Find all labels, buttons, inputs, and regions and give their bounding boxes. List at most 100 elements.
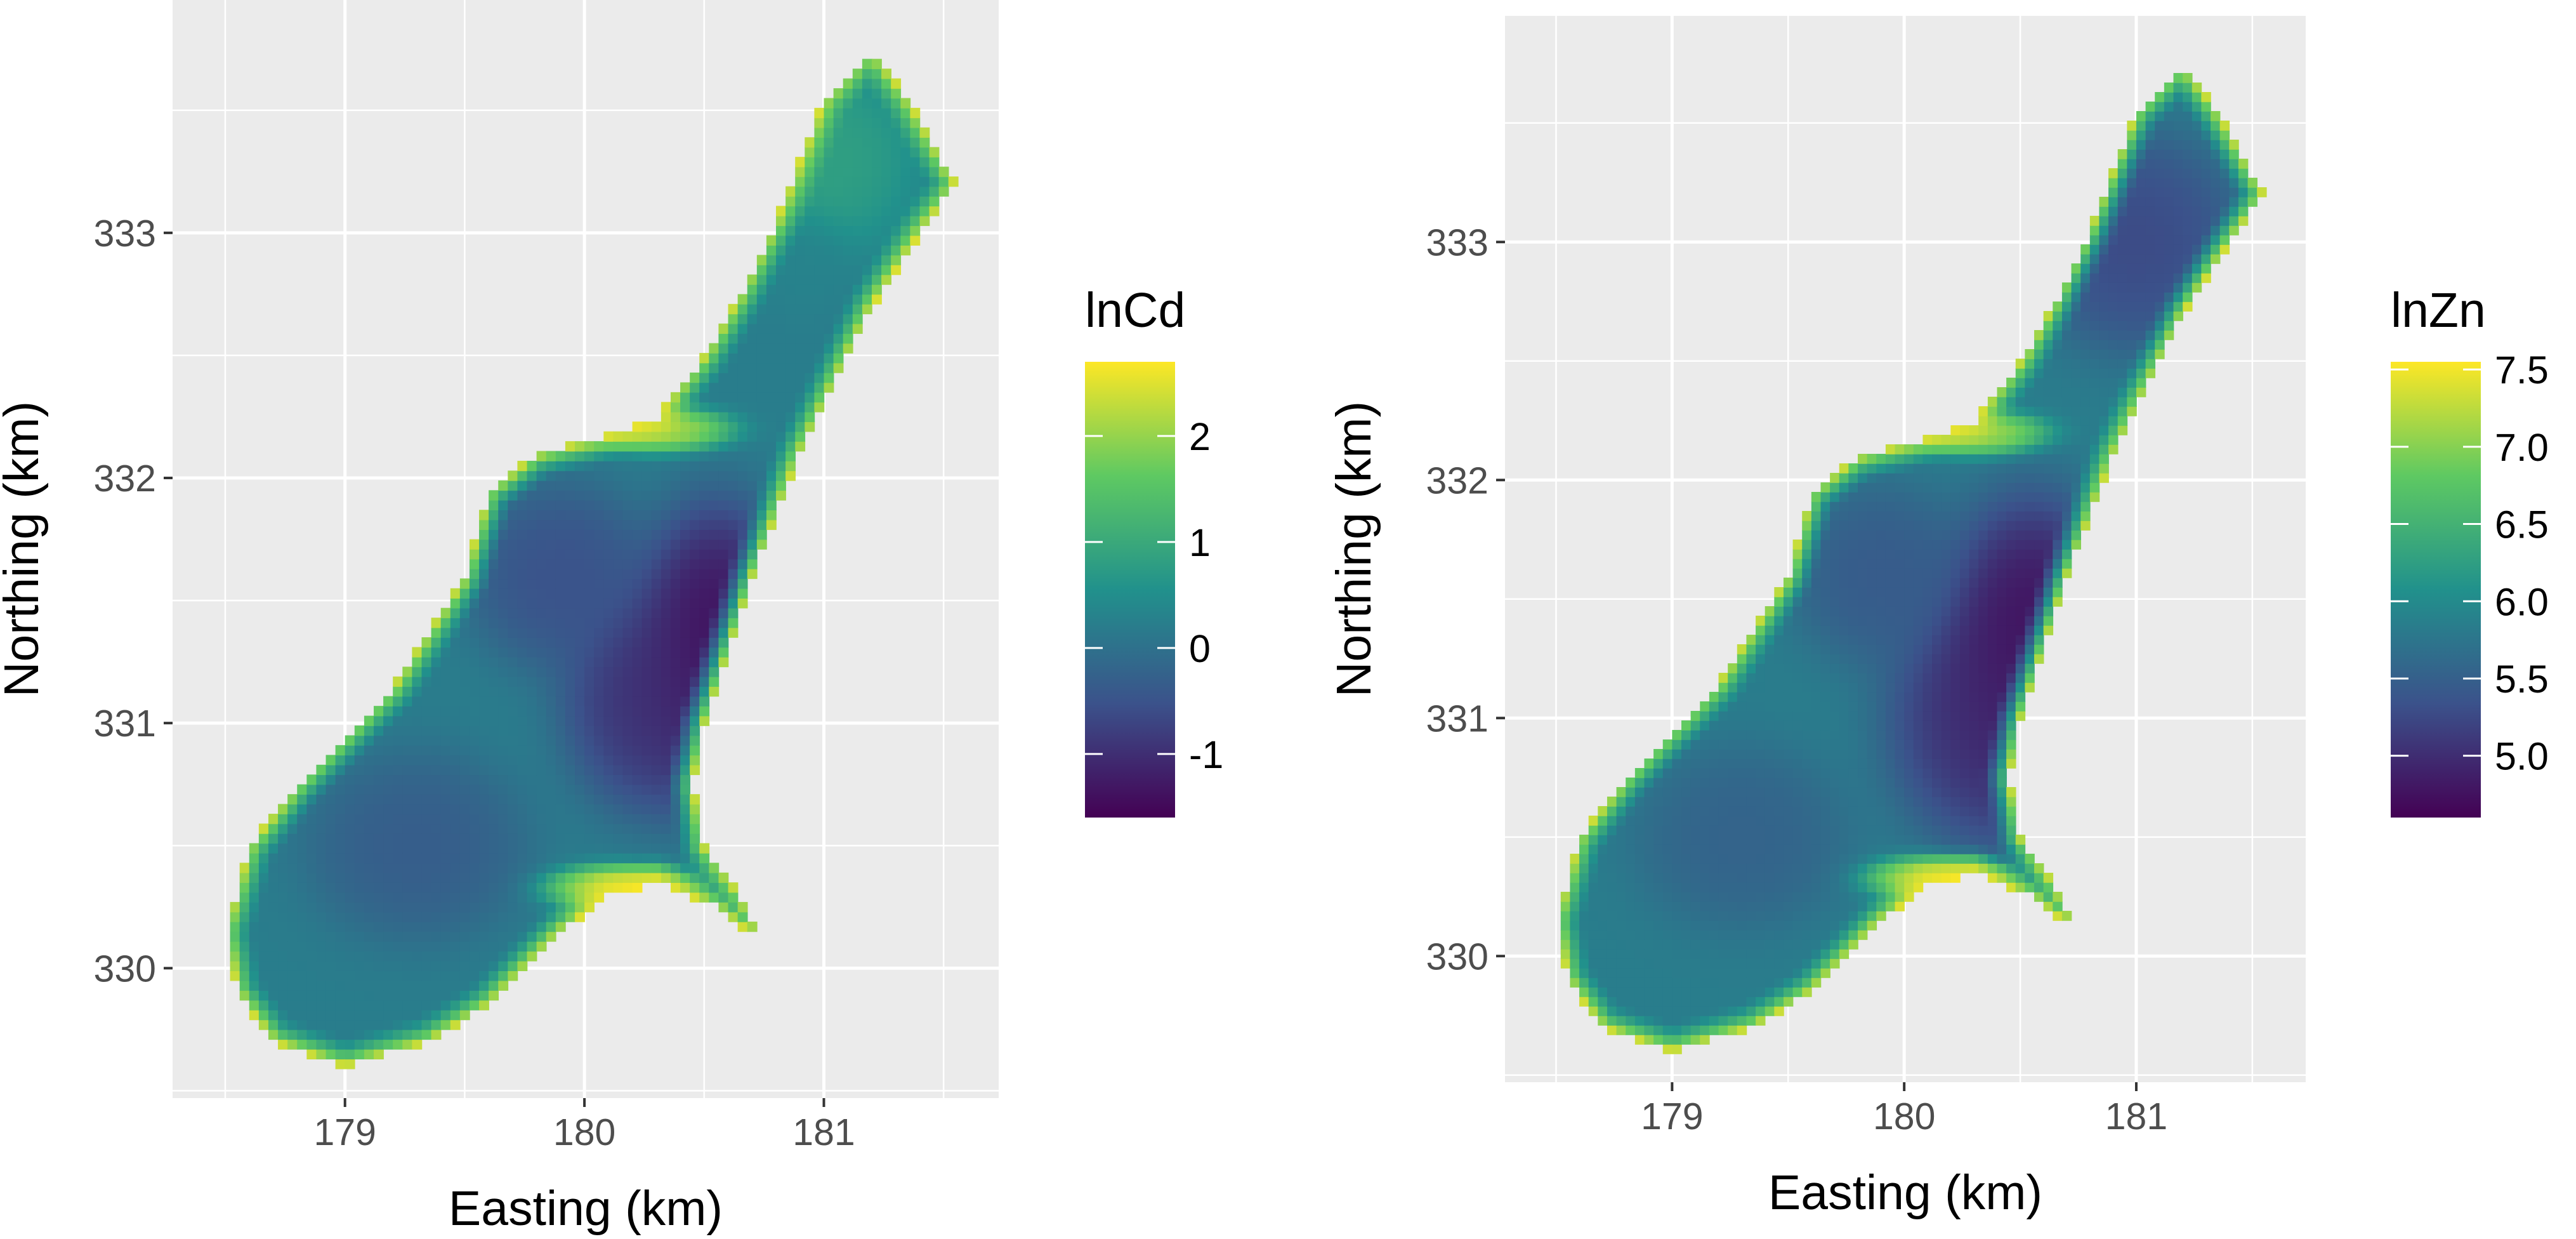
heat-cell — [843, 88, 853, 99]
heat-cell — [297, 863, 308, 873]
heat-cell — [1681, 997, 1692, 1007]
heat-cell — [1756, 892, 1766, 902]
heat-cell — [2025, 359, 2035, 369]
heat-cell — [1681, 778, 1692, 788]
heat-cell — [709, 676, 720, 687]
heat-cell — [1885, 806, 1896, 816]
heat-cell — [728, 303, 739, 315]
heat-cell — [1839, 949, 1850, 959]
heat-cell — [2071, 340, 2081, 350]
heat-cell — [450, 755, 461, 765]
heat-cell — [1848, 625, 1858, 635]
heat-cell — [1913, 854, 1924, 864]
heat-cell — [1774, 682, 1784, 692]
heat-cell — [1681, 930, 1692, 940]
heat-cell — [641, 431, 652, 442]
heat-cell — [1922, 654, 1933, 664]
heat-cell — [699, 559, 710, 569]
heat-cell — [1969, 578, 1980, 588]
heat-cell — [1959, 739, 1970, 750]
heat-cell — [1690, 920, 1701, 931]
heat-cell — [412, 921, 423, 932]
heat-cell — [1672, 977, 1682, 988]
heat-cell — [2053, 359, 2063, 369]
heat-cell — [527, 598, 537, 609]
heat-cell — [795, 314, 806, 324]
heat-cell — [469, 990, 480, 1001]
heat-cell — [1867, 692, 1877, 702]
heat-cell — [440, 843, 451, 854]
heat-cell — [354, 882, 365, 893]
heat-cell — [1746, 892, 1756, 902]
heat-cell — [613, 549, 624, 560]
heat-cell — [2071, 463, 2081, 474]
heat-cell — [613, 745, 624, 756]
heat-cell — [1839, 482, 1850, 493]
heat-cell — [1774, 663, 1784, 673]
heat-cell — [2053, 892, 2063, 902]
heat-cell — [297, 1029, 308, 1040]
heat-cell — [546, 607, 556, 618]
heat-cell — [1820, 492, 1830, 502]
heat-cell — [1950, 597, 1961, 607]
heat-cell — [1764, 882, 1775, 892]
heat-cell — [508, 696, 518, 706]
heat-cell — [345, 833, 355, 844]
heat-cell — [1820, 720, 1830, 731]
heat-cell — [785, 343, 796, 354]
heat-cell — [2006, 511, 2016, 521]
heat-cell — [584, 470, 595, 481]
heat-cell — [1978, 520, 1988, 531]
heat-cell — [459, 1000, 470, 1010]
heat-cell — [919, 137, 930, 148]
heat-cell — [776, 460, 786, 472]
heat-cell — [498, 726, 509, 736]
heat-cell — [383, 852, 393, 864]
heat-cell — [824, 255, 834, 265]
heat-cell — [690, 618, 700, 628]
heat-cell — [555, 774, 566, 785]
heat-cell — [1830, 711, 1840, 721]
heat-cell — [594, 833, 605, 844]
heat-cell — [680, 863, 690, 873]
heat-cell — [1626, 797, 1636, 807]
heat-cell — [287, 990, 298, 1001]
heat-cell — [412, 764, 423, 776]
heat-cell — [575, 882, 585, 893]
heat-cell — [1774, 597, 1784, 607]
heat-cell — [258, 833, 269, 844]
heat-cell — [1950, 435, 1961, 445]
heat-cell — [2015, 578, 2026, 588]
heat-cell — [632, 715, 643, 726]
heat-cell — [1904, 701, 1914, 712]
heat-cell — [584, 588, 595, 599]
heat-cell — [728, 539, 739, 550]
heat-cell — [383, 892, 393, 903]
heat-cell — [1904, 644, 1914, 654]
heat-cell — [354, 735, 365, 746]
heat-cell — [852, 88, 863, 99]
heat-cell — [1997, 806, 2007, 816]
heat-cell — [795, 176, 806, 187]
heat-cell — [632, 578, 643, 589]
heat-cell — [1644, 835, 1654, 845]
heat-cell — [2061, 368, 2072, 378]
heat-cell — [2080, 492, 2091, 502]
heat-cell — [1997, 511, 2007, 521]
heat-cell — [383, 863, 393, 873]
heat-cell — [1681, 730, 1692, 740]
heat-cell — [814, 245, 825, 256]
heat-cell — [814, 314, 825, 324]
heat-cell — [2061, 492, 2072, 502]
heat-cell — [1858, 711, 1868, 721]
heat-cell — [306, 960, 317, 971]
heat-cell — [1885, 568, 1896, 578]
heat-cell — [1709, 787, 1719, 797]
heat-cell — [498, 706, 509, 717]
heat-cell — [690, 480, 700, 491]
heat-cell — [1653, 835, 1664, 845]
heat-cell — [651, 480, 662, 491]
heat-cell — [1783, 844, 1794, 854]
heat-cell — [1672, 1044, 1682, 1054]
heat-cell — [670, 431, 681, 442]
